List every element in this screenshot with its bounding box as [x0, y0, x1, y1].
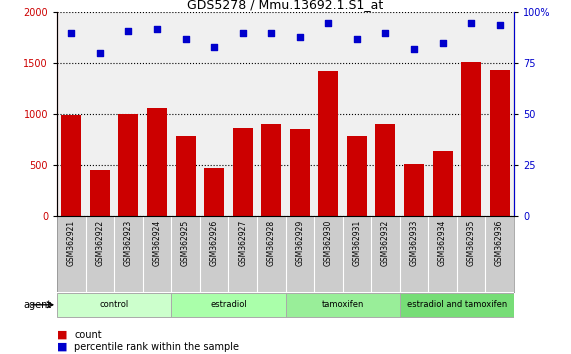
Bar — [433, 151, 452, 216]
Bar — [147, 108, 167, 216]
Point — [238, 30, 247, 36]
Text: GSM362929: GSM362929 — [295, 220, 304, 266]
Text: GSM362930: GSM362930 — [324, 220, 333, 266]
Point — [267, 30, 276, 36]
Text: ■: ■ — [57, 330, 67, 339]
Point — [210, 44, 219, 50]
Bar — [376, 124, 395, 216]
Bar — [233, 129, 253, 216]
Point — [438, 40, 447, 46]
Text: GSM362926: GSM362926 — [210, 220, 219, 266]
Text: GSM362927: GSM362927 — [238, 220, 247, 266]
Text: GSM362922: GSM362922 — [95, 220, 104, 266]
Title: GDS5278 / Mmu.13692.1.S1_at: GDS5278 / Mmu.13692.1.S1_at — [187, 0, 384, 11]
Bar — [90, 170, 110, 216]
Point — [324, 20, 333, 25]
Bar — [171, 293, 286, 317]
Bar — [57, 293, 171, 317]
Text: tamoxifen: tamoxifen — [321, 300, 364, 309]
Text: GSM362936: GSM362936 — [495, 220, 504, 266]
Text: GSM362933: GSM362933 — [409, 220, 419, 266]
Point — [352, 36, 361, 42]
Point — [152, 26, 162, 32]
Text: GSM362925: GSM362925 — [181, 220, 190, 266]
Text: GSM362935: GSM362935 — [467, 220, 476, 266]
Text: estradiol: estradiol — [210, 300, 247, 309]
Bar — [490, 70, 509, 216]
Text: agent: agent — [23, 300, 51, 310]
Point — [495, 22, 504, 27]
Bar — [204, 168, 224, 216]
Point — [295, 34, 304, 40]
Text: GSM362934: GSM362934 — [438, 220, 447, 266]
Bar — [404, 164, 424, 216]
Text: control: control — [99, 300, 129, 309]
Bar — [62, 115, 81, 216]
Point — [181, 36, 190, 42]
Bar — [176, 136, 195, 216]
Point — [409, 46, 419, 52]
Bar — [290, 130, 309, 216]
Text: GSM362931: GSM362931 — [352, 220, 361, 266]
Text: GSM362924: GSM362924 — [152, 220, 162, 266]
Point — [467, 20, 476, 25]
Text: GSM362932: GSM362932 — [381, 220, 390, 266]
Bar — [319, 72, 338, 216]
Text: GSM362923: GSM362923 — [124, 220, 133, 266]
Point — [381, 30, 390, 36]
Bar — [347, 136, 367, 216]
Text: ■: ■ — [57, 342, 67, 352]
Bar — [400, 293, 514, 317]
Bar — [461, 62, 481, 216]
Text: estradiol and tamoxifen: estradiol and tamoxifen — [407, 300, 507, 309]
Text: count: count — [74, 330, 102, 339]
Bar — [286, 293, 400, 317]
Bar — [261, 124, 281, 216]
Text: GSM362928: GSM362928 — [267, 220, 276, 266]
Bar — [119, 114, 138, 216]
Point — [124, 28, 133, 34]
Point — [67, 30, 76, 36]
Text: percentile rank within the sample: percentile rank within the sample — [74, 342, 239, 352]
Text: GSM362921: GSM362921 — [67, 220, 76, 266]
Point — [95, 50, 104, 56]
